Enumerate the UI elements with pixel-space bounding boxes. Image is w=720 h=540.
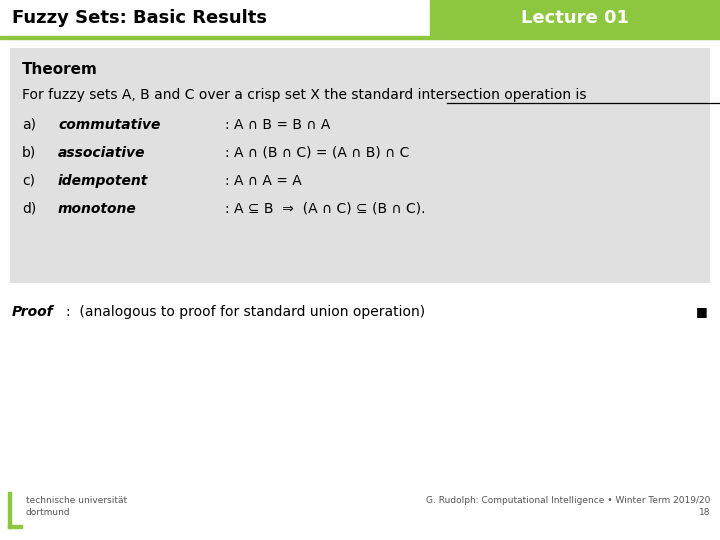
Text: b): b) [22,146,36,160]
Text: : A ∩ B = B ∩ A: : A ∩ B = B ∩ A [225,118,330,132]
Text: : A ∩ (B ∩ C) = (A ∩ B) ∩ C: : A ∩ (B ∩ C) = (A ∩ B) ∩ C [225,146,410,160]
Text: :  (analogous to proof for standard union operation): : (analogous to proof for standard union… [66,305,425,319]
Text: technische universität
dortmund: technische universität dortmund [26,496,127,517]
Bar [430,0,720,36]
Text: idempotent: idempotent [58,174,148,188]
Text: Theorem: Theorem [22,62,98,77]
Bar [0,36,720,39]
Text: Lecture 01: Lecture 01 [521,9,629,27]
Text: commutative: commutative [58,118,161,132]
Text: Proof: Proof [12,305,53,319]
Text: For fuzzy sets A, B and C over a crisp set X the standard intersection operation: For fuzzy sets A, B and C over a crisp s… [22,88,587,102]
Text: c): c) [22,174,35,188]
Bar [0,0,720,36]
Text: : A ⊆ B  ⇒  (A ∩ C) ⊆ (B ∩ C).: : A ⊆ B ⇒ (A ∩ C) ⊆ (B ∩ C). [225,202,426,216]
Text: associative: associative [58,146,145,160]
Text: ■: ■ [696,305,708,318]
Text: d): d) [22,202,36,216]
Text: G. Rudolph: Computational Intelligence • Winter Term 2019/20
18: G. Rudolph: Computational Intelligence •… [426,496,710,517]
Bar [8,492,11,528]
Text: monotone: monotone [58,202,137,216]
Bar [10,48,710,283]
Bar [8,525,22,528]
Text: a): a) [22,118,36,132]
Text: Fuzzy Sets: Basic Results: Fuzzy Sets: Basic Results [12,9,267,27]
Bar [0,490,720,540]
Text: : A ∩ A = A: : A ∩ A = A [225,174,302,188]
